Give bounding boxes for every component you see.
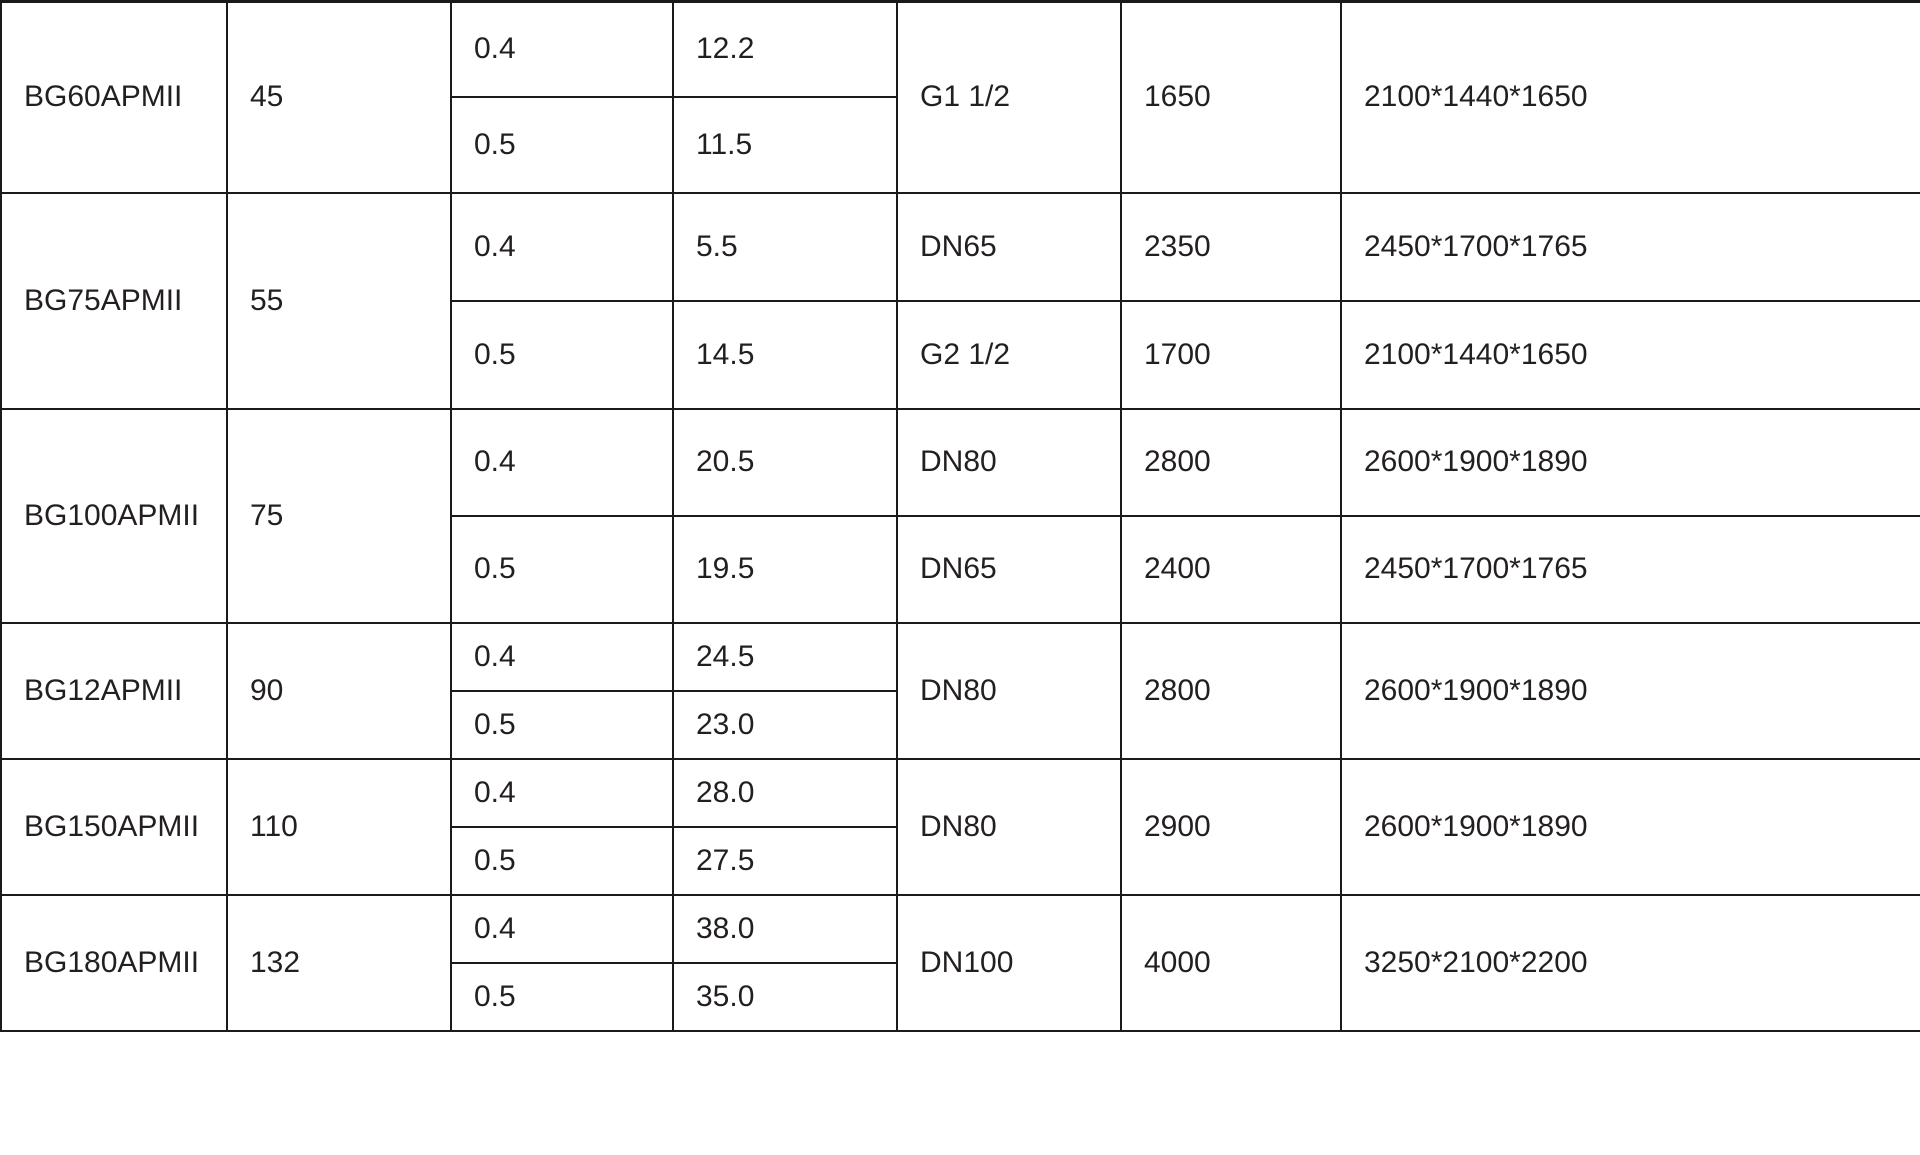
cell-outlet: G1 1/2 (896, 0, 1122, 194)
cell-dimensions: 2450*1700*1765 (1340, 515, 1920, 624)
cell-pressure: 0.5 (450, 515, 674, 624)
cell-capacity: 20.5 (672, 408, 898, 517)
cell-dimensions: 2100*1440*1650 (1340, 300, 1920, 410)
table-row: 0.5 23.0 (1, 690, 1920, 760)
cell-pressure: 0.4 (450, 408, 674, 517)
table-row: BG12APMII 90 0.4 24.5 DN80 2800 2600*1900*1890 (0, 622, 1920, 760)
cell-weight: 2800 (1120, 622, 1342, 760)
cell-pressure: 0.5 (450, 96, 674, 194)
cell-capacity: 11.5 (672, 96, 898, 194)
cell-outlet: DN65 (896, 515, 1122, 624)
compressor-specification-table: BG60APMII 45 0.4 12.2 G1 1/2 1650 2100*1440*16… (0, 0, 1920, 1032)
cell-weight: 4000 (1120, 894, 1342, 1032)
cell-capacity: 28.0 (672, 758, 898, 828)
cell-dimensions: 2450*1700*1765 (1340, 192, 1920, 302)
cell-dimensions: 2600*1900*1890 (1340, 408, 1920, 517)
cell-pressure: 0.4 (450, 192, 674, 302)
cell-outlet: DN100 (896, 894, 1122, 1032)
cell-dimensions: 2600*1900*1890 (1340, 758, 1920, 896)
cell-outlet: DN80 (896, 408, 1122, 517)
cell-power: 132 (226, 894, 452, 1032)
cell-capacity: 24.5 (672, 622, 898, 692)
table-row: 0.5 27.5 (1, 826, 1920, 896)
cell-capacity: 5.5 (672, 192, 898, 302)
cell-weight: 2800 (1120, 408, 1342, 517)
cell-outlet: DN80 (896, 622, 1122, 760)
cell-pressure: 0.5 (450, 300, 674, 410)
cell-pressure: 0.4 (450, 622, 674, 692)
cell-model: BG180APMII (0, 894, 228, 1032)
table-row: BG60APMII 45 0.4 12.2 G1 1/2 1650 2100*1440*16… (0, 0, 1920, 194)
table-row: BG150APMII 110 0.4 28.0 DN80 2900 2600*1900*18… (0, 758, 1920, 896)
cell-weight: 2900 (1120, 758, 1342, 896)
table-body: BG60APMII 45 0.4 12.2 G1 1/2 1650 2100*1440*16… (0, 0, 1920, 1032)
table-row: BG180APMII 132 0.4 38.0 DN100 4000 3250*2100*2… (0, 894, 1920, 1032)
cell-capacity: 23.0 (672, 690, 898, 760)
cell-pressure: 0.5 (450, 826, 674, 896)
cell-capacity: 14.5 (672, 300, 898, 410)
cell-weight: 1700 (1120, 300, 1342, 410)
cell-weight: 2350 (1120, 192, 1342, 302)
cell-outlet: DN65 (896, 192, 1122, 302)
cell-dimensions: 2100*1440*1650 (1340, 0, 1920, 194)
table-row: 0.5 14.5 G2 1/2 1700 2100*1440*1650 (1, 300, 1920, 410)
table-row: BG100APMII 75 0.4 20.5 DN80 2800 2600*1900*189… (0, 408, 1920, 624)
cell-power: 45 (226, 0, 452, 194)
table-row: BG75APMII 55 0.4 5.5 DN65 2350 2450*1700*1765 (0, 192, 1920, 410)
cell-weight: 1650 (1120, 0, 1342, 194)
table-row: 0.5 19.5 DN65 2400 2450*1700*1765 (1, 515, 1920, 624)
cell-model: BG100APMII (0, 408, 228, 624)
cell-outlet: DN80 (896, 758, 1122, 896)
cell-pressure: 0.4 (450, 0, 674, 98)
cell-model: BG12APMII (0, 622, 228, 760)
cell-power: 90 (226, 622, 452, 760)
table-top-rule (0, 0, 1920, 3)
cell-capacity: 38.0 (672, 894, 898, 964)
cell-dimensions: 2600*1900*1890 (1340, 622, 1920, 760)
cell-model: BG150APMII (0, 758, 228, 896)
cell-pressure: 0.5 (450, 690, 674, 760)
cell-model: BG60APMII (0, 0, 228, 194)
cell-capacity: 35.0 (672, 962, 898, 1032)
cell-weight: 2400 (1120, 515, 1342, 624)
cell-power: 110 (226, 758, 452, 896)
cell-power: 55 (226, 192, 452, 410)
cell-power: 75 (226, 408, 452, 624)
cell-dimensions: 3250*2100*2200 (1340, 894, 1920, 1032)
cell-outlet: G2 1/2 (896, 300, 1122, 410)
cell-pressure: 0.4 (450, 894, 674, 964)
cell-pressure: 0.5 (450, 962, 674, 1032)
cell-capacity: 19.5 (672, 515, 898, 624)
cell-pressure: 0.4 (450, 758, 674, 828)
cell-model: BG75APMII (0, 192, 228, 410)
table-row: 0.5 35.0 (1, 962, 1920, 1032)
cell-capacity: 27.5 (672, 826, 898, 896)
table-row: 0.5 11.5 (1, 96, 1920, 194)
cell-capacity: 12.2 (672, 0, 898, 98)
